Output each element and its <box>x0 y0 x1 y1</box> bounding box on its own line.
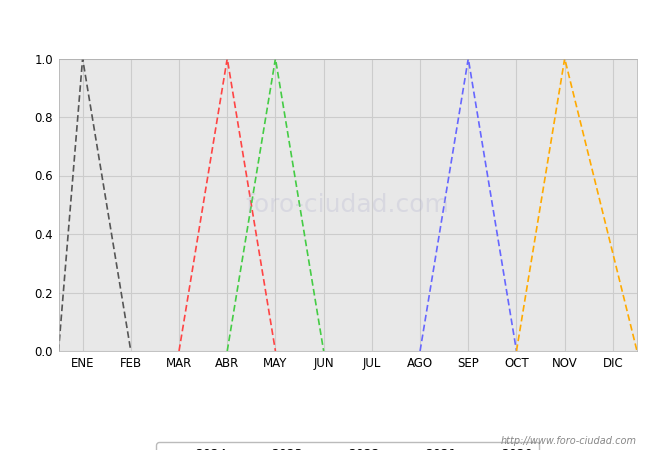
Text: foro-ciudad.com: foro-ciudad.com <box>246 193 450 217</box>
Text: Matriculaciones de Vehiculos en Gatón de Campos: Matriculaciones de Vehiculos en Gatón de… <box>115 13 535 32</box>
Legend: 2024, 2023, 2022, 2021, 2020: 2024, 2023, 2022, 2021, 2020 <box>156 442 540 450</box>
Text: http://www.foro-ciudad.com: http://www.foro-ciudad.com <box>501 436 637 446</box>
